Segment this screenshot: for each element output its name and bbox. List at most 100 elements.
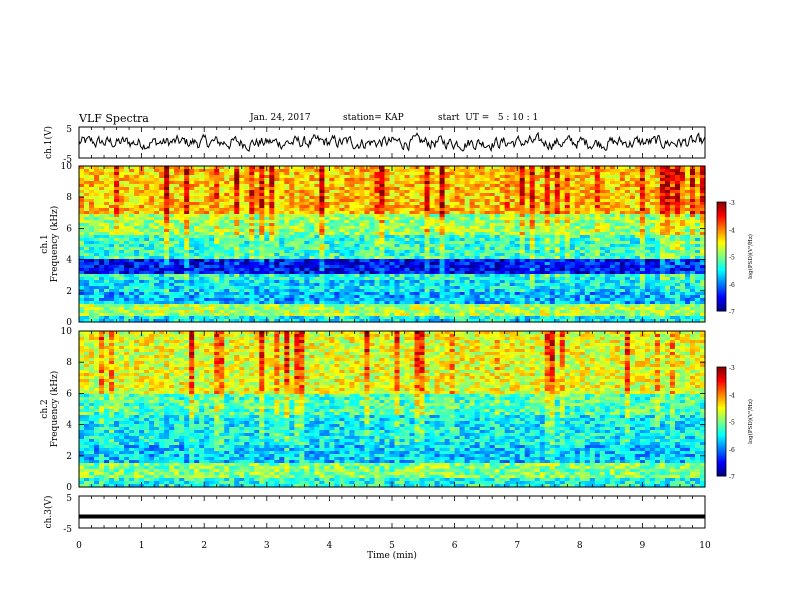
spectrogram-cell [539,226,546,230]
spectrogram-cell [319,232,325,236]
spectrogram-cell [254,181,260,185]
spectrogram-cell [359,181,366,185]
spectrogram-cell [89,184,95,188]
spectrogram-cell [204,190,210,194]
spectrogram-cell [564,247,571,251]
spectrogram-cell [174,247,180,251]
spectrogram-cell [274,172,280,176]
spectrogram-cell [639,244,646,248]
spectrogram-cell [189,202,195,206]
spectrogram-cell [674,169,681,173]
spectrogram-cell [444,253,451,257]
spectrogram-cell [109,274,115,278]
spectrogram-cell [124,277,130,281]
spectrogram-cell [189,229,195,233]
spectrogram-cell [499,178,506,182]
spectrogram-cell [624,178,631,182]
spectrogram-cell [549,259,556,263]
spectrogram-cell [554,253,561,257]
spectrogram-cell [494,244,501,248]
spectrogram-cell [254,217,260,221]
spectrogram-cell [149,268,155,272]
spectrogram-cell [329,259,336,263]
spectrogram-cell [654,262,661,266]
spectrogram-cell [394,202,401,206]
spectrogram-cell [269,253,275,257]
spectrogram-cell [204,250,210,254]
spectrogram-cell [619,175,626,179]
spectrogram-cell [154,181,160,185]
spectrogram-cell [469,223,476,227]
spectrogram-cell [324,253,330,257]
spectrogram-cell [664,271,671,275]
spectrogram-cell [439,238,446,242]
spectrogram-cell [424,253,431,257]
spectrogram-cell [224,178,230,182]
spectrogram-cell [209,238,215,242]
spectrogram-cell [99,187,105,191]
spectrogram-cell [639,217,646,221]
spectrogram-cell [204,181,210,185]
spectrogram-cell [159,199,165,203]
spectrogram-cell [604,220,611,224]
spectrogram-cell [289,196,295,200]
spectrogram-cell [269,241,275,245]
spectrogram-cell [434,193,441,197]
spectrogram-cell [179,253,185,257]
spectrogram-cell [104,259,110,263]
spectrogram-cell [484,277,491,281]
spectrogram-cell [369,253,376,257]
spectrogram-cell [674,193,681,197]
spectrogram-cell [314,181,320,185]
spectrogram-cell [99,172,105,176]
spectrogram-cell [324,256,330,260]
spectrogram-cell [254,250,260,254]
spectrogram-cell [629,214,636,218]
spectrogram-cell [204,274,210,278]
spectrogram-cell [214,205,220,209]
spectrogram-cell [339,235,346,239]
spectrogram-cell [84,229,90,233]
spectrogram-cell [79,259,85,263]
spectrogram-cell [374,202,381,206]
spectrogram-cell [89,238,95,242]
spectrogram-cell [339,214,346,218]
spectrogram-cell [524,187,531,191]
spectrogram-cell [209,223,215,227]
spectrogram-cell [399,208,406,212]
spectrogram-cell [464,205,471,209]
spectrogram-cell [124,271,130,275]
spectrogram-cell [639,262,646,266]
spectrogram-cell [84,235,90,239]
spectrogram-cell [289,244,295,248]
spectrogram-cell [94,172,100,176]
spectrogram-cell [644,169,651,173]
spectrogram-cell [439,253,446,257]
spectrogram-cell [164,181,170,185]
spectrogram-cell [259,169,265,173]
spectrogram-cell [344,262,351,266]
spectrogram-cell [179,250,185,254]
spectrogram-cell [444,235,451,239]
spectrogram-cell [679,190,686,194]
spectrogram-cell [539,178,546,182]
spectrogram-cell [684,178,691,182]
spectrogram-cell [624,181,631,185]
spectrogram-cell [189,232,195,236]
spectrogram-cell [219,226,225,230]
spectrogram-cell [684,169,691,173]
spectrogram-cell [484,205,491,209]
spectrogram-cell [619,187,626,191]
spectrogram-cell [114,187,120,191]
spectrogram-cell [114,244,120,248]
spectrogram-cell [554,265,561,269]
spectrogram-cell [359,235,366,239]
spectrogram-cell [564,265,571,269]
spectrogram-cell [329,229,336,233]
spectrogram-cell [244,238,250,242]
spectrogram-cell [154,226,160,230]
spectrogram-cell [674,235,681,239]
spectrogram-cell [474,211,481,215]
spectrogram-cell [144,250,150,254]
spectrogram-cell [509,208,516,212]
